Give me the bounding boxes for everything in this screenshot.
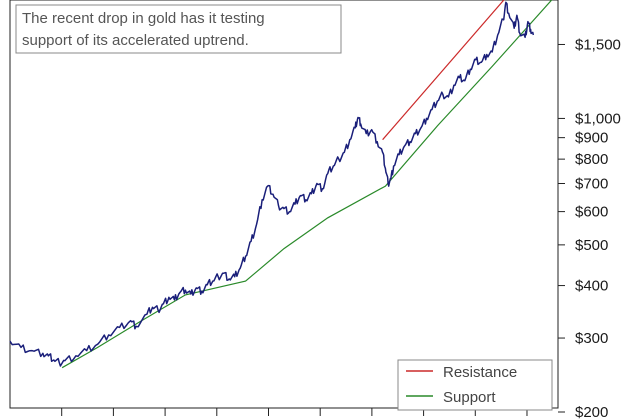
gold-price-line: [9, 1, 535, 367]
y-tick-label: $400: [575, 278, 608, 295]
y-axis-ticks: [558, 43, 565, 413]
y-tick-label: $600: [575, 204, 608, 221]
resistance-trendline: [382, 0, 505, 141]
y-tick-label: $1,500: [575, 36, 621, 53]
annotation-line-2: support of its accelerated uptrend.: [22, 32, 249, 49]
y-tick-label: $300: [575, 330, 608, 347]
legend: Resistance Support: [397, 359, 553, 411]
y-tick-label: $1,000: [575, 110, 621, 127]
y-tick-label: $700: [575, 175, 608, 192]
annotation-box: The recent drop in gold has it testing s…: [15, 4, 342, 54]
plot-frame: [9, 0, 559, 409]
y-tick-label: $2,000: [575, 0, 621, 1]
annotation-line-1: The recent drop in gold has it testing: [22, 10, 265, 27]
y-tick-label: $500: [575, 237, 608, 254]
legend-label-support: Support: [443, 389, 496, 406]
y-tick-label: $900: [575, 130, 608, 147]
y-tick-label: $800: [575, 151, 608, 168]
legend-label-resistance: Resistance: [443, 364, 517, 381]
y-tick-label: $200: [575, 404, 608, 420]
support-trendline: [61, 0, 553, 369]
y-axis-labels: $200 $300 $400 $500 $600 $700 $800 $900 $1,000 $1…: [575, 0, 621, 420]
x-axis-ticks: [61, 408, 528, 416]
